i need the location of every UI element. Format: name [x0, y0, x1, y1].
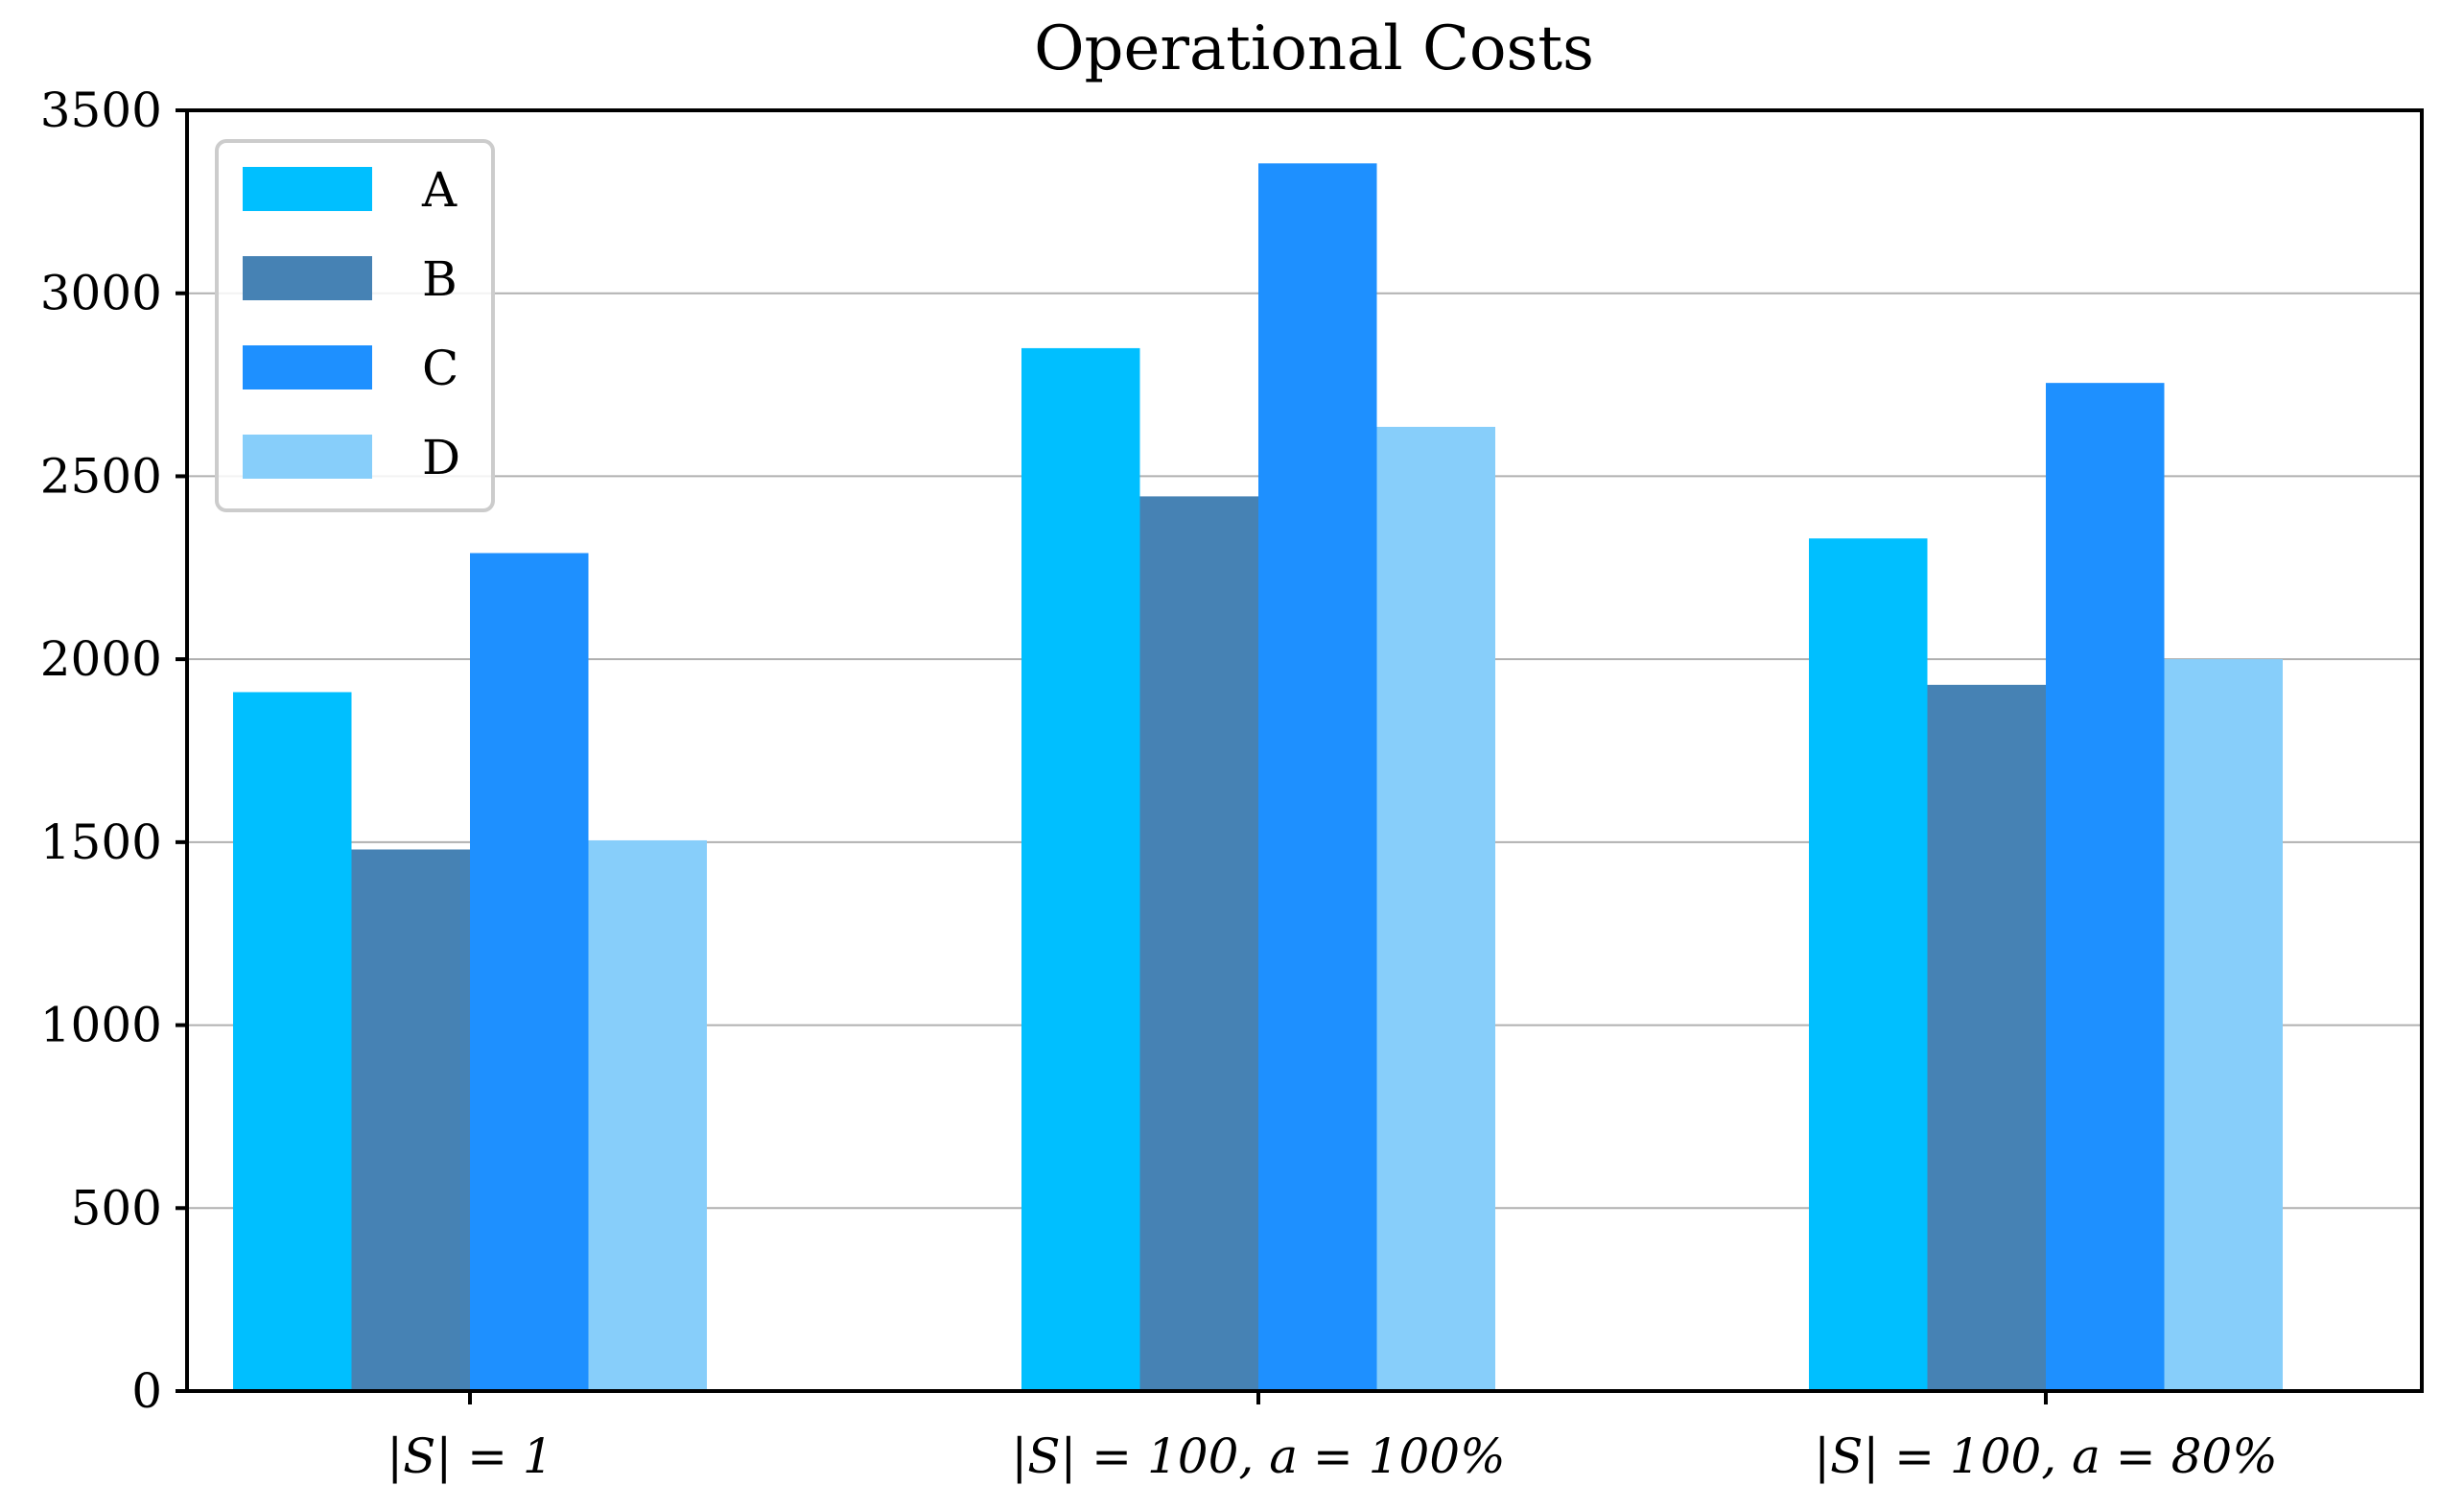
bar-a-1	[233, 692, 352, 1391]
y-tick-label: 500	[71, 1180, 162, 1236]
chart-title: Operational Costs	[1034, 13, 1594, 84]
y-tick-label: 2000	[40, 631, 162, 687]
y-tick-label: 1500	[40, 814, 162, 870]
y-tick-label: 3000	[40, 266, 162, 321]
bar-b-2	[1139, 496, 1258, 1391]
y-tick-label: 2500	[40, 448, 162, 504]
bar-b-1	[351, 849, 470, 1391]
legend-swatch-b	[243, 256, 372, 300]
legend-label-b: B	[422, 251, 458, 307]
plot-frame	[185, 108, 2424, 1393]
bar-c-1	[470, 553, 589, 1391]
bars	[233, 163, 2283, 1392]
bar-d-2	[1376, 426, 1495, 1392]
bar-a-2	[1021, 347, 1140, 1391]
x-tick-label: |S| = 100, a = 100%	[1011, 1428, 1505, 1484]
x-tick-label: |S| = 1	[387, 1428, 552, 1484]
bar-d-1	[588, 839, 707, 1391]
legend-label-a: A	[421, 162, 458, 218]
y-tick-label: 1000	[40, 998, 162, 1053]
bar-a-3	[1809, 538, 1928, 1391]
legend-label-c: C	[422, 341, 458, 396]
y-axis: 0 500 1000 1500 2000 2500 3000 3500	[40, 83, 187, 1419]
x-axis: |S| = 1 |S| = 100, a = 100% |S| = 100, a =…	[387, 1391, 2278, 1484]
legend-label-d: D	[422, 430, 460, 485]
legend-swatch-a	[243, 167, 372, 211]
legend-swatch-d	[243, 435, 372, 479]
legend-box	[215, 139, 495, 512]
y-tick-label: 3500	[40, 83, 162, 138]
bar-b-3	[1927, 684, 2046, 1391]
x-tick-label: |S| = 100, a = 80%	[1814, 1428, 2277, 1484]
legend-swatch-c	[243, 345, 372, 389]
bar-c-3	[2046, 383, 2165, 1391]
y-tick-label: 0	[131, 1363, 162, 1419]
bar-d-3	[2164, 659, 2283, 1391]
bar-c-2	[1258, 163, 1377, 1392]
